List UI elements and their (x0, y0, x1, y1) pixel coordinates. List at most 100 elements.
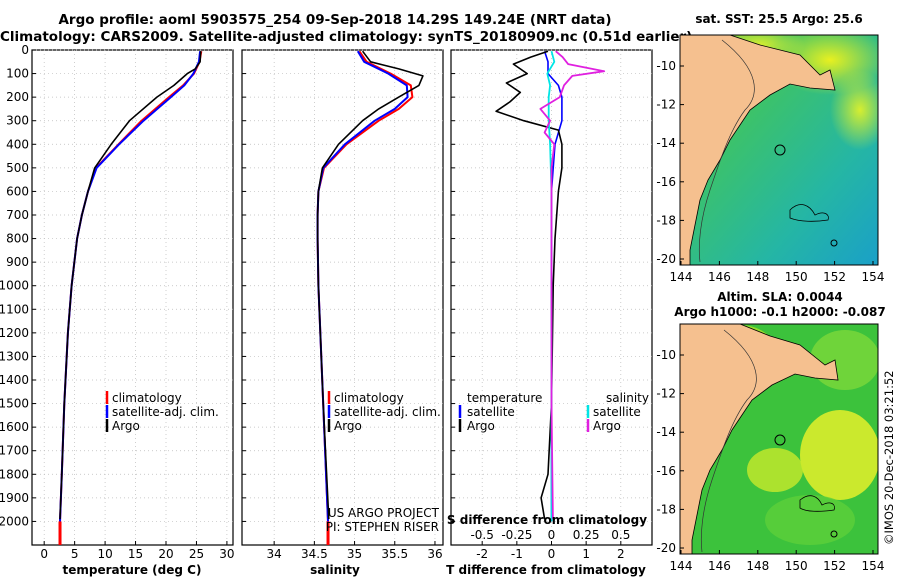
map-lon-tick-label: 152 (823, 559, 846, 573)
depth-tick-label: 300 (6, 114, 29, 128)
salinity-lines (316, 50, 424, 545)
series-line-argo (59, 51, 202, 520)
s-diff-tick-label: 0.5 (611, 528, 630, 542)
series-line-salinity-argo (539, 50, 606, 520)
s-difference-title: S difference from climatology (447, 513, 647, 527)
difference-lines (495, 50, 606, 522)
x-tick-label: 25 (189, 547, 204, 561)
depth-tick-label: 600 (6, 184, 29, 198)
x-tick-label: 35.5 (381, 547, 408, 561)
map-lon-tick-label: 148 (746, 559, 769, 573)
map-lon-tick-label: 154 (862, 270, 885, 284)
depth-tick-label: 2000 (0, 514, 29, 528)
difference-legend: temperature satellite Argo salinity sate… (447, 391, 649, 527)
x-tick-label: 20 (158, 547, 173, 561)
legend-satellite-adj: satellite-adj. clim. (112, 405, 219, 419)
map-lat-tick-label: -12 (656, 387, 676, 401)
series-line-argo (316, 50, 424, 520)
legend-argo: Argo (334, 419, 362, 433)
map-lat-tick-label: -20 (656, 541, 676, 555)
x-tick-label: 2 (617, 547, 625, 561)
legend-satellite-adj: satellite-adj. clim. (334, 405, 441, 419)
imos-credit: ©IMOS 20-Dec-2018 03:21:52 (882, 370, 896, 545)
land-shape (680, 35, 836, 265)
map-lon-tick-label: 146 (708, 270, 731, 284)
map-lon-tick-label: 144 (670, 559, 693, 573)
map-lon-tick-label: 154 (862, 559, 885, 573)
map-lon-tick-label: 150 (785, 270, 808, 284)
salinity-grid (242, 49, 443, 545)
salinity-legend: climatology satellite-adj. clim. Argo US… (326, 391, 441, 534)
map-lon-tick-label: 144 (670, 270, 693, 284)
x-tick-label: -2 (476, 547, 488, 561)
temperature-legend: climatology satellite-adj. clim. Argo (105, 391, 219, 433)
s-diff-tick-label: 0.25 (573, 528, 600, 542)
depth-tick-label: 1400 (0, 373, 29, 387)
depth-tick-label: 1300 (0, 349, 29, 363)
x-tick-label: 36 (427, 547, 442, 561)
map-lat-tick-label: -10 (656, 59, 676, 73)
depth-tick-label: 500 (6, 161, 29, 175)
depth-tick-label: 1500 (0, 397, 29, 411)
temperature-grid (32, 49, 233, 545)
x-tick-label: 10 (97, 547, 112, 561)
map-lat-tick-label: -16 (656, 464, 676, 478)
depth-tick-label: 100 (6, 67, 29, 81)
salinity-x-label: salinity (310, 563, 360, 577)
legend-climatology: climatology (334, 391, 404, 405)
depth-tick-label: 900 (6, 255, 29, 269)
depth-axis-ticks: 0 100 200 300 400 500 600 700 800 900 1000 1100 1200… (0, 43, 29, 528)
map-lat-tick-label: -16 (656, 175, 676, 189)
depth-tick-label: 1900 (0, 491, 29, 505)
x-tick-label: 30 (219, 547, 234, 561)
map-lon-tick-label: 152 (823, 270, 846, 284)
depth-tick-label: 0 (21, 43, 29, 57)
x-tick-label: 0 (548, 547, 556, 561)
map-lat-tick-label: -14 (656, 425, 676, 439)
map-lat-tick-label: -18 (656, 213, 676, 227)
series-line-satellite-adj-clim- (59, 51, 202, 522)
map-lat-tick-label: -14 (656, 136, 676, 150)
sla-map-title-2: Argo h1000: -0.1 h2000: -0.087 (674, 305, 886, 319)
sla-map (680, 324, 878, 554)
map-lon-tick-label: 148 (746, 270, 769, 284)
temperature-x-ticks: 0 5 10 15 20 25 30 (40, 547, 234, 561)
sla-map-title-1: Altim. SLA: 0.0044 (717, 290, 843, 304)
difference-x-ticks: -2 -1 0 1 2 -0.5 -0.25 0 0.25 0.5 (470, 528, 630, 561)
x-tick-label: 34 (267, 547, 282, 561)
sst-map (680, 35, 878, 265)
depth-tick-label: 200 (6, 90, 29, 104)
map-axis-ticks: 144 146 148 150 152 154 -10 -12 -14 -16 -18 -20 144 1… (656, 59, 884, 573)
legend-sal-satellite: satellite (593, 405, 641, 419)
legend-argo: Argo (112, 419, 140, 433)
sst-map-title: sat. SST: 25.5 Argo: 25.6 (695, 12, 863, 26)
salinity-x-ticks: 34 34.5 35 35.5 36 (267, 547, 443, 561)
x-tick-label: 15 (128, 547, 143, 561)
legend-temp-satellite: satellite (467, 405, 515, 419)
depth-tick-label: 1800 (0, 467, 29, 481)
project-credit: US ARGO PROJECT (328, 506, 440, 520)
map-lat-tick-label: -12 (656, 98, 676, 112)
x-tick-label: 0 (40, 547, 48, 561)
land-shape (680, 324, 839, 554)
map-lat-tick-label: -10 (656, 348, 676, 362)
float-position-marker (774, 144, 786, 156)
map-lat-tick-label: -18 (656, 502, 676, 516)
difference-x-label: T difference from climatology (446, 563, 646, 577)
temperature-x-label: temperature (deg C) (63, 563, 202, 577)
depth-tick-label: 1200 (0, 326, 29, 340)
map-lon-tick-label: 146 (708, 559, 731, 573)
depth-tick-label: 800 (6, 232, 29, 246)
depth-tick-label: 400 (6, 137, 29, 151)
legend-temp-argo: Argo (467, 419, 495, 433)
title-line-1: Argo profile: aoml 5903575_254 09-Sep-20… (58, 12, 612, 28)
x-tick-label: -1 (511, 547, 523, 561)
x-tick-label: 35 (347, 547, 362, 561)
x-tick-label: 34.5 (301, 547, 328, 561)
depth-tick-label: 700 (6, 208, 29, 222)
s-diff-tick-label: -0.5 (470, 528, 493, 542)
s-diff-tick-label: -0.25 (501, 528, 532, 542)
legend-sal-argo: Argo (593, 419, 621, 433)
pi-credit: PI: STEPHEN RISER (326, 520, 439, 534)
